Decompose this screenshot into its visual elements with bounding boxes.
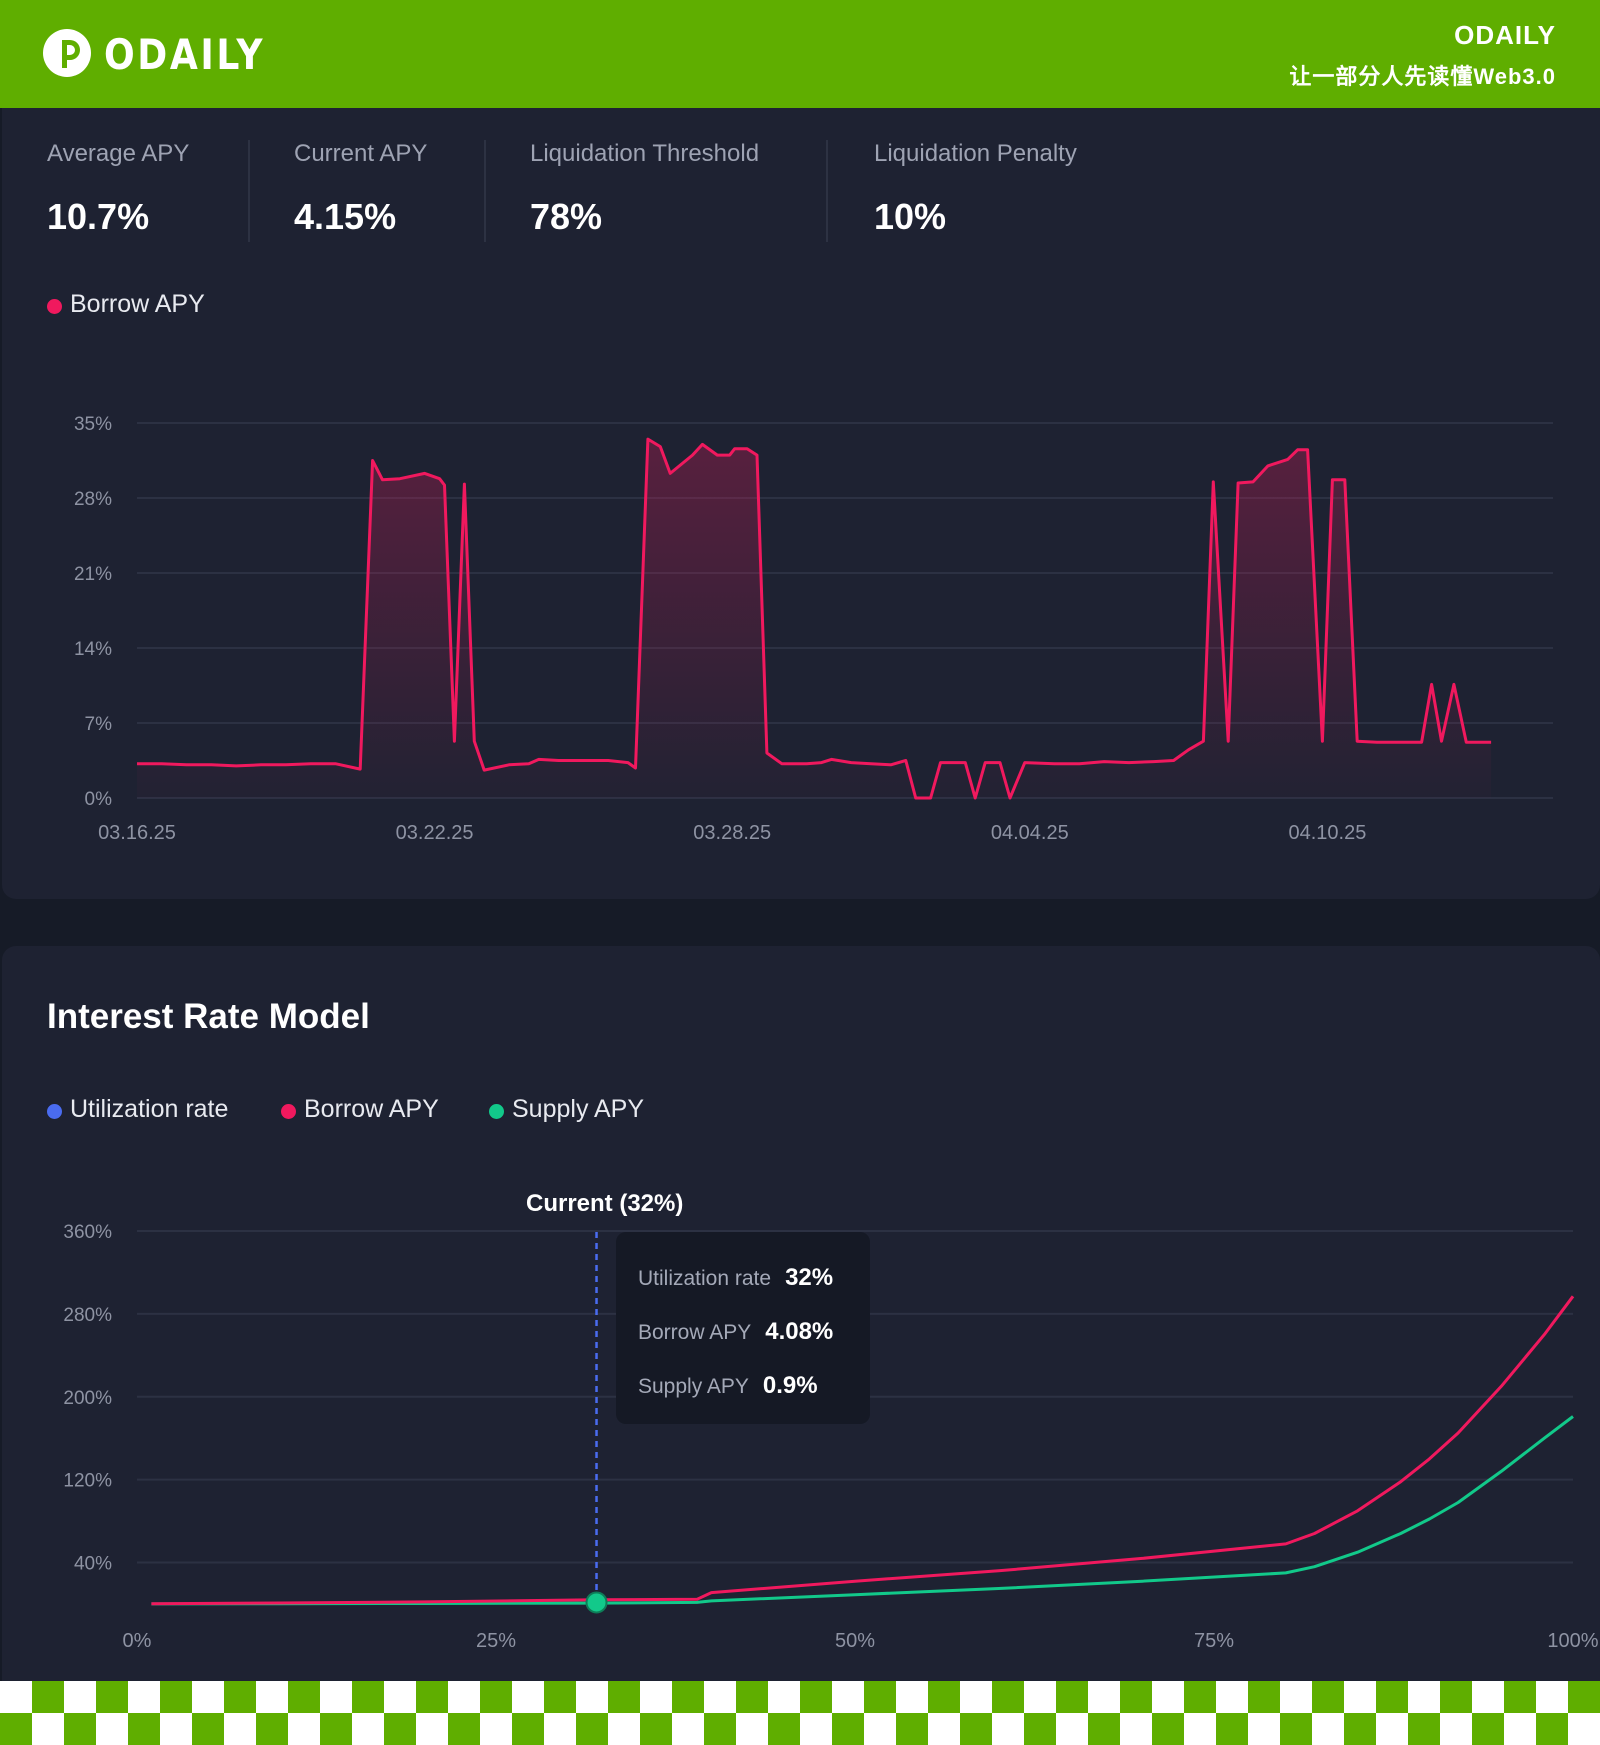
legend-dot (47, 1104, 62, 1119)
stat-value: 78% (530, 196, 603, 237)
tooltip-value: 4.08% (765, 1318, 834, 1345)
borrow-apy-history-chart: 0% 7% 14% 21% 28% 35% 03.16.25 03.22.25 03.28.25… (74, 414, 1553, 844)
y-tick-label: 21% (74, 564, 112, 585)
y-tick-label: 28% (74, 489, 112, 510)
legend-utilization-rate[interactable]: Utilization rate (47, 1095, 228, 1124)
x-tick-label: 50% (835, 1630, 875, 1652)
odaily-logo-icon (43, 29, 91, 77)
brand-name: ODAILY (1454, 20, 1556, 50)
stat-divider (826, 140, 828, 242)
tooltip-key: Borrow APY (638, 1321, 752, 1344)
legend-label: Supply APY (512, 1095, 645, 1123)
x-tick-label: 100% (1547, 1630, 1598, 1652)
legend-label: Borrow APY (70, 290, 205, 318)
logo-text: ODAILY (104, 30, 266, 79)
stat-value: 4.15% (294, 196, 397, 237)
tooltip-key: Utilization rate (638, 1267, 772, 1290)
brand-block: ODAILY 让一部分人先读懂Web3.0 (1289, 20, 1556, 91)
x-tick-label: 03.22.25 (396, 822, 474, 844)
legend-borrow-apy[interactable]: Borrow APY (47, 290, 205, 319)
tooltip-value: 32% (785, 1264, 834, 1291)
y-tick-label: 280% (63, 1305, 112, 1326)
tooltip-row-utilization: Utilization rate 32% (638, 1264, 833, 1292)
x-tick-label: 04.04.25 (991, 822, 1069, 844)
legend-dot (281, 1104, 296, 1119)
legend-dot (47, 299, 62, 314)
y-tick-label: 200% (63, 1388, 112, 1409)
borrow-apy-curve (151, 1295, 1575, 1606)
x-tick-label: 75% (1194, 1630, 1234, 1652)
y-tick-label: 35% (74, 414, 112, 435)
x-tick-label: 03.28.25 (693, 822, 771, 844)
stat-current-apy: Current APY 4.15% (294, 140, 427, 238)
current-utilization-label: Current (32%) (526, 1190, 684, 1217)
y-tick-label: 120% (63, 1471, 112, 1492)
interest-rate-model-chart[interactable]: 40% 120% 200% 280% 360% 0% 25% 50% 75% 100% (0, 0, 1600, 1690)
tooltip-row-borrow: Borrow APY 4.08% (638, 1318, 833, 1346)
header-bar: ODAILY ODAILY 让一部分人先读懂Web3.0 (0, 0, 1600, 108)
y-tick-label: 14% (74, 639, 112, 660)
stat-divider (248, 140, 250, 242)
legend-label: Utilization rate (70, 1095, 229, 1123)
brand-tagline: 让一部分人先读懂Web3.0 (1289, 64, 1556, 89)
legend-borrow-apy-model[interactable]: Borrow APY (281, 1095, 439, 1124)
tooltip-key: Supply APY (638, 1375, 749, 1398)
borrow-apy-line (137, 437, 1492, 800)
stat-liquidation-threshold: Liquidation Threshold 78% (530, 140, 759, 238)
stat-value: 10% (874, 196, 947, 237)
x-tick-label: 03.16.25 (98, 822, 176, 844)
tooltip-value: 0.9% (762, 1372, 818, 1399)
stat-average-apy: Average APY 10.7% (47, 140, 189, 238)
x-tick-label: 0% (123, 1630, 152, 1652)
y-tick-label: 7% (85, 714, 113, 735)
stat-divider (484, 140, 486, 242)
stat-label: Liquidation Penalty (874, 140, 1077, 167)
legend-dot (489, 1104, 504, 1119)
y-tick-label: 0% (85, 789, 113, 810)
x-tick-label: 04.10.25 (1288, 822, 1366, 844)
section-title: Interest Rate Model (47, 997, 370, 1036)
stat-label: Liquidation Threshold (530, 140, 760, 167)
stat-liquidation-penalty: Liquidation Penalty 10% (874, 140, 1077, 238)
current-point-marker (585, 1591, 608, 1614)
stat-label: Current APY (294, 140, 428, 167)
y-tick-label: 360% (63, 1222, 112, 1243)
y-tick-label: 40% (74, 1554, 112, 1575)
legend-label: Borrow APY (304, 1095, 439, 1123)
checker-footer (0, 1681, 1600, 1745)
legend-supply-apy[interactable]: Supply APY (489, 1095, 644, 1124)
stat-value: 10.7% (47, 196, 150, 237)
chart-tooltip: Utilization rate 32% Borrow APY 4.08% Su… (616, 1232, 870, 1424)
tooltip-row-supply: Supply APY 0.9% (638, 1372, 818, 1400)
supply-apy-curve (151, 1415, 1574, 1606)
stat-label: Average APY (47, 140, 190, 167)
x-tick-label: 25% (476, 1630, 516, 1652)
